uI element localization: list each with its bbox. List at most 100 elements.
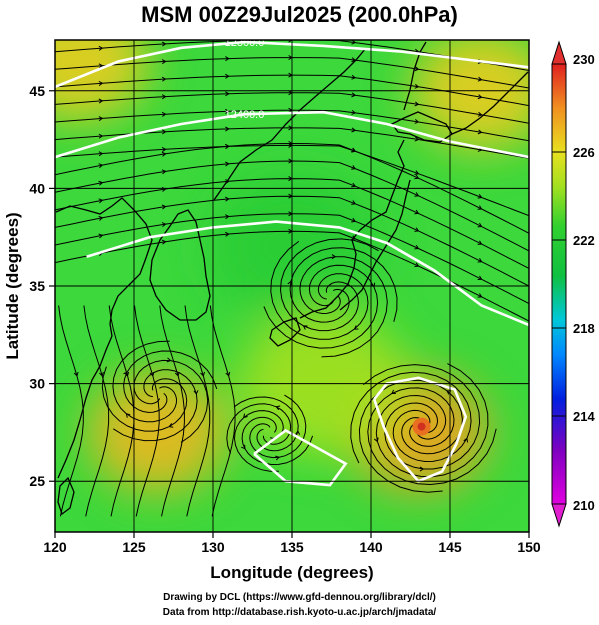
streamline-arrow bbox=[414, 119, 419, 124]
streamline-arrow bbox=[419, 466, 424, 472]
streamline-arrow bbox=[225, 73, 230, 79]
streamline-arrow bbox=[288, 193, 293, 199]
streamline bbox=[279, 238, 379, 332]
streamline-arrow bbox=[288, 158, 293, 164]
streamline-arrow bbox=[351, 200, 356, 205]
streamline-arrow bbox=[414, 66, 419, 72]
credit-drawing: Drawing by DCL (https://www.gfd-dennou.o… bbox=[163, 592, 436, 603]
streamline-arrow bbox=[477, 205, 483, 210]
streamline-arrow bbox=[98, 215, 103, 221]
streamline-arrow bbox=[125, 413, 131, 418]
streamline-arrow bbox=[225, 371, 231, 377]
coastline-china-north bbox=[55, 197, 153, 337]
coastline-sakhalin bbox=[403, 41, 427, 111]
streamline-arrow bbox=[373, 437, 379, 442]
streamline-arrow bbox=[351, 74, 356, 80]
streamline-arrow bbox=[351, 217, 356, 223]
y-tick-label: 25 bbox=[29, 473, 45, 489]
coastline-russia bbox=[213, 47, 367, 201]
streamline-arrow bbox=[477, 258, 483, 263]
streamline-arrow bbox=[477, 222, 483, 228]
streamline-arrow bbox=[351, 165, 356, 170]
streamline bbox=[375, 363, 489, 478]
typhoon-eye bbox=[417, 422, 426, 431]
coastline-china-east bbox=[57, 335, 113, 479]
streamline-arrow bbox=[391, 389, 396, 395]
streamline-arrow bbox=[124, 371, 130, 377]
streamline-arrow bbox=[351, 92, 356, 98]
coastline-kyushu-shikoku bbox=[269, 317, 301, 347]
map-area: 12300.0 12400.0 bbox=[55, 40, 529, 532]
streamline-arrow bbox=[414, 170, 419, 175]
streamline bbox=[249, 394, 307, 459]
streamline-arrow bbox=[275, 405, 281, 411]
streamline-arrow bbox=[351, 182, 356, 188]
streamline-arrow bbox=[351, 147, 356, 153]
colorbar-top-arrow bbox=[551, 40, 567, 65]
streamline bbox=[289, 247, 398, 323]
contour-line bbox=[86, 220, 529, 327]
contour-lines bbox=[55, 40, 529, 487]
streamline-arrow bbox=[161, 169, 166, 175]
streamline-arrow bbox=[225, 108, 230, 114]
colorbar-tick-label: 210 bbox=[573, 498, 595, 513]
streamline-arrow bbox=[477, 240, 483, 245]
streamline bbox=[367, 387, 497, 486]
streamline-arrow bbox=[477, 129, 482, 135]
streamline-arrow bbox=[166, 357, 171, 363]
streamline-arrow bbox=[161, 204, 166, 210]
streamline-arrow bbox=[275, 455, 280, 461]
streamline-arrow bbox=[161, 239, 166, 245]
streamline bbox=[113, 369, 198, 442]
streamline-arrow bbox=[149, 371, 155, 377]
streamline-arrow bbox=[161, 41, 166, 47]
colorbar: 230 226 222 218 214 210 bbox=[551, 40, 595, 528]
streamline bbox=[350, 371, 472, 464]
streamline-arrow bbox=[351, 127, 356, 133]
streamline-arrow bbox=[73, 371, 79, 377]
streamline-arrow bbox=[98, 151, 103, 157]
streamline-arrow bbox=[241, 444, 246, 450]
streamline-arrow bbox=[225, 214, 230, 220]
streamline-arrow bbox=[174, 371, 180, 377]
streamline-arrow bbox=[225, 196, 230, 202]
streamline-arrow bbox=[161, 76, 166, 82]
y-tick-label: 45 bbox=[29, 83, 45, 99]
streamline-arrow bbox=[98, 180, 103, 186]
x-tick-label: 120 bbox=[43, 539, 67, 555]
streamline-arrow bbox=[161, 94, 166, 100]
streamline-arrow bbox=[288, 211, 293, 217]
streamline-arrow bbox=[161, 151, 166, 157]
streamline-arrow bbox=[193, 390, 199, 395]
contour-line bbox=[55, 40, 529, 89]
colorbar-bottom-arrow bbox=[551, 503, 567, 528]
streamline-arrow bbox=[98, 133, 103, 139]
streamline-arrow bbox=[351, 109, 356, 115]
streamline bbox=[101, 366, 188, 432]
streamline-arrow bbox=[288, 72, 293, 78]
streamline-arrow bbox=[351, 57, 356, 63]
field-region bbox=[55, 40, 149, 121]
streamline-arrow bbox=[353, 325, 359, 330]
streamline-arrow bbox=[414, 101, 419, 107]
circulation-centers bbox=[412, 417, 431, 436]
y-axis-label: Latitude (degrees) bbox=[3, 212, 22, 359]
coastline-japan-pacific bbox=[339, 179, 411, 311]
coastlines bbox=[55, 41, 529, 516]
streamline-arrow bbox=[477, 76, 482, 82]
streamline-arrow bbox=[295, 430, 301, 435]
colorbar-scale bbox=[551, 63, 567, 505]
streamline-arrow bbox=[161, 129, 166, 135]
streamline bbox=[233, 396, 299, 452]
streamline-arrow bbox=[414, 227, 419, 232]
streamline-arrow bbox=[414, 244, 419, 250]
x-axis-ticks: 120 125 130 135 140 145 150 bbox=[43, 532, 541, 555]
coastline-korea bbox=[149, 209, 211, 321]
contour-labels: 12300.0 12400.0 bbox=[225, 40, 265, 121]
streamline-arrow bbox=[477, 275, 483, 281]
streamline bbox=[123, 350, 218, 413]
streamline-arrow bbox=[288, 176, 293, 182]
x-tick-label: 150 bbox=[517, 539, 541, 555]
streamline bbox=[133, 359, 209, 443]
